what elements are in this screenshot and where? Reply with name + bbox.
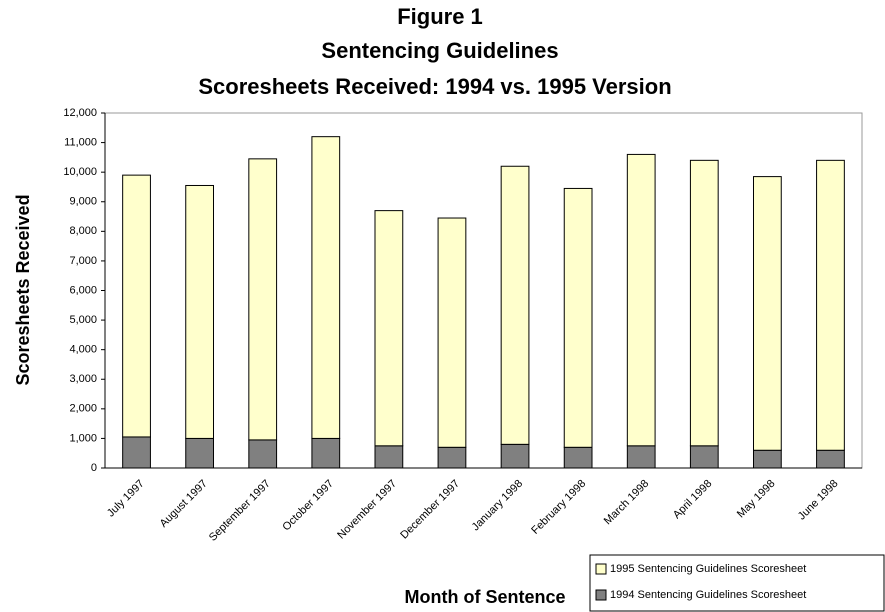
x-tick-label: August 1997 (158, 478, 210, 530)
x-tick-label: December 1997 (398, 478, 462, 542)
y-tick-label: 1,000 (69, 432, 97, 444)
y-tick-label: 11,000 (64, 136, 97, 148)
chart-title: Scoresheets Received: 1994 vs. 1995 Vers… (198, 74, 671, 99)
y-tick-label: 10,000 (63, 166, 97, 178)
bar-segment (437, 217, 467, 448)
bar-segment (248, 439, 278, 469)
legend-label: 1994 Sentencing Guidelines Scoresheet (610, 589, 806, 601)
x-tick-label: September 1997 (207, 478, 273, 544)
bar-segment (816, 159, 845, 451)
bar-segment (311, 437, 341, 469)
bar-segment (122, 174, 151, 438)
bar-segment (311, 136, 341, 439)
x-tick-label: November 1997 (335, 478, 399, 542)
legend-swatch (595, 563, 607, 575)
bar-segment (122, 436, 151, 469)
y-tick-label: 0 (91, 462, 97, 474)
bar-segment (185, 437, 215, 469)
bar-segment (374, 210, 404, 447)
x-axis-title: Month of Sentence (405, 587, 566, 607)
bar-segment (563, 187, 593, 448)
bar-segment (626, 445, 656, 469)
bar-segment (626, 153, 656, 447)
chart-title: Sentencing Guidelines (321, 38, 558, 63)
y-tick-label: 2,000 (69, 403, 97, 415)
legend-swatch (595, 589, 607, 601)
legend-label: 1995 Sentencing Guidelines Scoresheet (610, 563, 806, 575)
x-tick-label: June 1998 (796, 478, 841, 523)
legend (589, 554, 885, 612)
x-tick-label: July 1997 (105, 478, 147, 520)
y-axis-title: Scoresheets Received (13, 194, 33, 385)
x-tick-label: January 1998 (470, 478, 526, 534)
y-tick-label: 4,000 (69, 344, 97, 356)
y-tick-label: 12,000 (63, 107, 97, 119)
bar-segment (374, 445, 404, 469)
x-tick-label: October 1997 (280, 478, 336, 534)
bar-segment (752, 449, 782, 469)
bar-segment (500, 443, 530, 469)
x-tick-label: February 1998 (529, 478, 588, 537)
bar-segment (185, 184, 215, 439)
x-tick-label: May 1998 (735, 478, 778, 521)
plot-frame (104, 112, 863, 469)
bar-segment (752, 176, 782, 451)
bar-segment (816, 449, 845, 469)
y-tick-label: 6,000 (69, 284, 97, 296)
y-tick-label: 7,000 (69, 255, 97, 267)
y-tick-label: 3,000 (69, 373, 97, 385)
y-tick-label: 9,000 (69, 196, 97, 208)
x-tick-label: April 1998 (671, 478, 715, 522)
bar-segment (563, 446, 593, 469)
y-tick-label: 5,000 (69, 314, 97, 326)
bar-segment (689, 159, 719, 447)
bar-segment (248, 158, 278, 441)
x-tick-label: March 1998 (602, 478, 652, 528)
bar-segment (500, 165, 530, 445)
bar-segment (437, 446, 467, 469)
chart-title: Figure 1 (397, 4, 483, 29)
y-tick-label: 8,000 (69, 225, 97, 237)
bar-segment (689, 445, 719, 469)
